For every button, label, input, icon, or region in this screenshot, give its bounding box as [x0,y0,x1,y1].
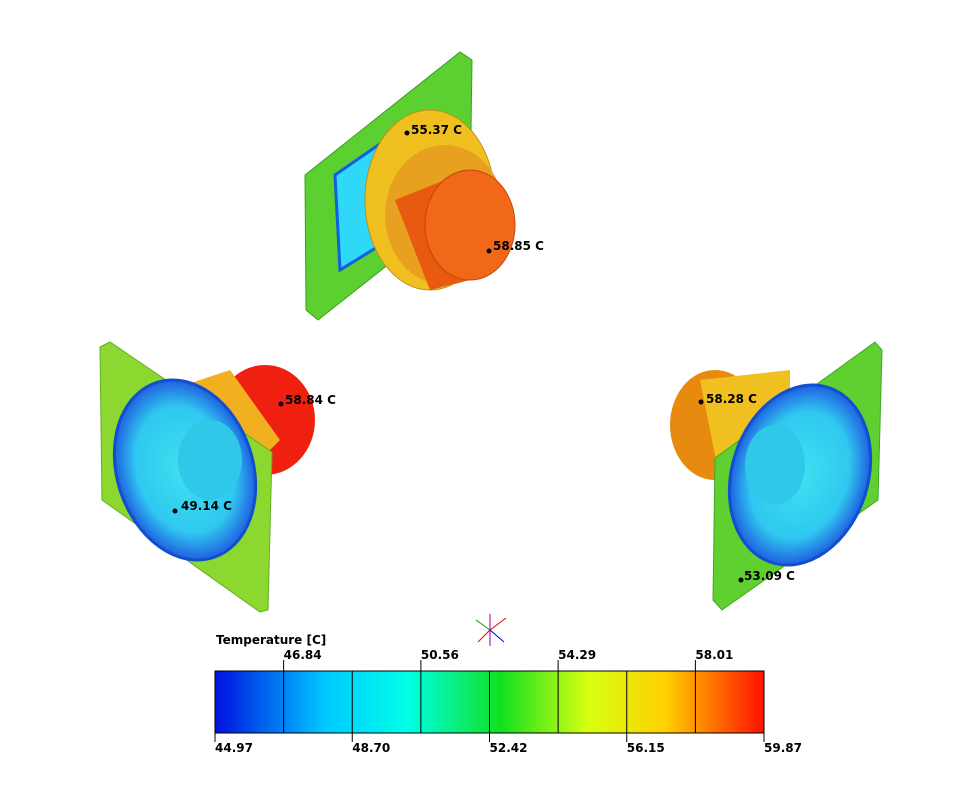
speaker-left [99,341,315,613]
probe-label: 58.28 C [706,392,757,406]
colorbar-tick-label: 58.01 [695,648,733,662]
probe: 58.28 C [698,392,757,406]
colorbar-tick-label: 44.97 [215,741,253,755]
colorbar-tick-label: 46.84 [284,648,322,662]
colorbar-tick-label: 54.29 [558,648,596,662]
colorbar-tick-label: 48.70 [352,741,390,755]
probe: 58.84 C [278,393,336,407]
colorbar-tick-label: 52.42 [490,741,528,755]
speaker-top [304,51,516,321]
probe-label: 58.85 C [493,239,544,253]
colorbar-tick-label: 59.87 [764,741,802,755]
probe-label: 49.14 C [181,499,232,513]
probe-label: 58.84 C [285,393,336,407]
probe-label: 53.09 C [744,569,795,583]
axis-triad [475,614,507,646]
probe: 58.85 C [486,239,544,254]
colorbar-tick-label: 56.15 [627,741,665,755]
probe-label: 55.37 C [411,123,462,137]
probe: 49.14 C [172,499,232,514]
speaker-right [670,341,883,611]
colorbar-tick-label: 50.56 [421,648,459,662]
colorbar-title: Temperature [C] [216,633,326,647]
probe: 55.37 C [404,123,462,137]
probe: 53.09 C [738,569,795,583]
